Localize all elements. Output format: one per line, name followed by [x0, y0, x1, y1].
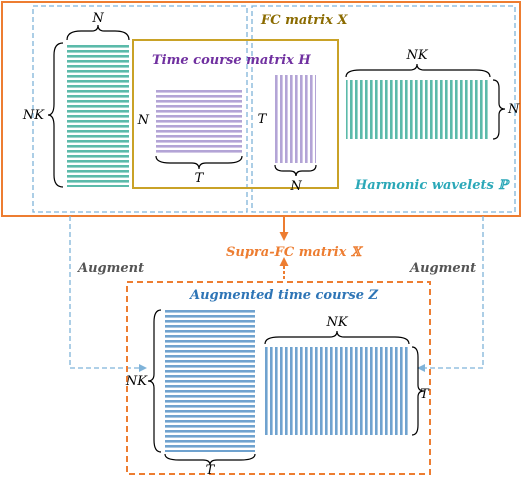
- fc-top-label: N: [91, 11, 104, 26]
- wav-right-label: N: [507, 102, 520, 117]
- augment-right-label: Augment: [408, 261, 476, 276]
- augment-left-connector: [69, 216, 147, 372]
- wav-top-label: NK: [405, 48, 428, 63]
- wavelets-wide-block: [346, 80, 490, 139]
- fc-matrix-frame: [1, 1, 521, 217]
- h-bottom-brace: [155, 155, 243, 170]
- h-left-label: N: [137, 113, 150, 128]
- augmented-frame: [126, 281, 431, 475]
- time-course-title: Time course matrix H: [152, 53, 311, 68]
- p-left-label: T: [258, 112, 268, 127]
- time-course-block: [156, 90, 242, 154]
- fc-left-label: NK: [22, 108, 45, 123]
- fc-matrix-block: [67, 43, 129, 187]
- augmented-time-course-label: Augmented time course Z: [188, 288, 378, 303]
- h-bottom-label: T: [195, 171, 205, 186]
- zw-right-label: T: [420, 387, 430, 402]
- zw-top-label: NK: [325, 315, 348, 330]
- zw-top-brace: [264, 330, 410, 345]
- augment-right-connector: [417, 216, 484, 372]
- z-left-brace: [147, 309, 162, 453]
- z-bottom-brace: [164, 453, 256, 466]
- augment-left-label: Augment: [76, 261, 144, 276]
- fc-top-brace: [66, 24, 130, 41]
- fc-matrix-label: FC matrix X: [260, 13, 348, 28]
- wav-right-brace: [492, 79, 506, 140]
- wavelet-p-block: [275, 75, 316, 163]
- zw-right-brace: [411, 346, 425, 436]
- wav-top-brace: [345, 63, 491, 78]
- p-bottom-brace: [274, 164, 317, 177]
- p-bottom-label: N: [289, 179, 302, 194]
- fc-left-brace: [47, 42, 64, 188]
- time-course-frame: [132, 39, 339, 189]
- left-dashed-group: [32, 5, 248, 213]
- augmented-z-block: [165, 310, 255, 452]
- supra-fc-label: Supra-FC matrix 𝕏: [226, 245, 364, 260]
- harmonic-wavelets-label: Harmonic wavelets ℙ: [354, 178, 510, 193]
- augmented-wavelets-block: [265, 347, 409, 435]
- z-left-label: NK: [125, 374, 148, 389]
- right-dashed-group: [251, 5, 516, 213]
- z-bottom-label: T: [206, 463, 216, 477]
